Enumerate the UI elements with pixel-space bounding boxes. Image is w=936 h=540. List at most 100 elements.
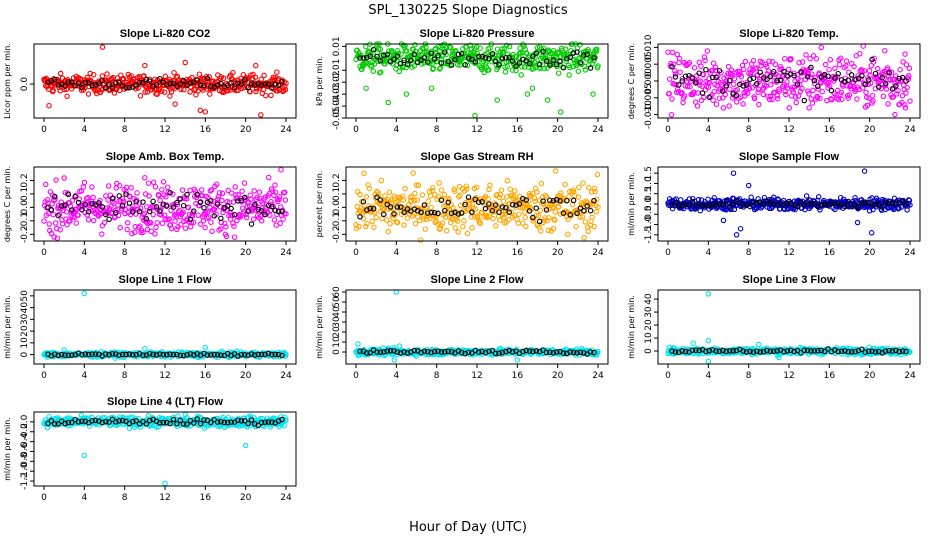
data-point-mean (825, 73, 831, 80)
data-point (866, 68, 873, 74)
data-point-outlier (565, 231, 571, 238)
data-point (231, 234, 238, 240)
data-point-mean (489, 207, 496, 214)
data-point (455, 229, 461, 235)
data-point-outlier (61, 347, 67, 353)
data-point-mean (374, 53, 380, 60)
data-point-mean (754, 200, 760, 206)
panel-ylabel: ml/min per min. (315, 295, 324, 359)
y-tick-label: -1.0 (644, 216, 654, 234)
data-point (698, 63, 704, 70)
data-point (523, 223, 529, 230)
data-point-mean (275, 351, 282, 358)
data-point (404, 215, 411, 221)
data-point (272, 189, 279, 195)
data-point (90, 71, 97, 78)
data-point (550, 204, 556, 210)
data-point-mean (82, 351, 89, 357)
data-point-mean (157, 75, 163, 82)
data-point (130, 203, 136, 210)
data-point-mean (425, 59, 431, 65)
data-point (680, 99, 686, 106)
data-point (832, 65, 838, 72)
data-point (468, 46, 475, 52)
data-point (807, 55, 813, 62)
data-point-mean (845, 348, 852, 355)
data-point (239, 188, 245, 194)
data-point (593, 209, 600, 215)
data-point-mean (52, 76, 58, 83)
data-point-mean (770, 68, 777, 75)
data-point-mean (469, 350, 475, 356)
data-point-mean (787, 347, 794, 354)
x-tick-label: 12 (471, 125, 482, 135)
data-point-outlier (472, 112, 478, 119)
data-point-mean (421, 202, 428, 208)
data-point (555, 70, 562, 76)
data-point-mean (381, 211, 387, 218)
data-point (90, 194, 96, 201)
data-point (134, 190, 140, 196)
data-point-mean (438, 197, 445, 203)
data-point (219, 88, 225, 95)
data-point (766, 58, 772, 64)
data-point (668, 60, 674, 67)
data-point (99, 73, 106, 79)
data-point (174, 226, 180, 233)
y-tick-label: 0.01 (332, 36, 342, 56)
data-point (543, 194, 550, 200)
data-point (713, 67, 719, 74)
data-point-mean (82, 79, 89, 86)
data-point (753, 65, 760, 71)
y-tick-label: 1.5 (644, 166, 654, 180)
data-point (803, 52, 809, 58)
data-point (738, 73, 745, 80)
data-point (414, 197, 420, 203)
data-point-mean (560, 210, 567, 216)
data-point (486, 67, 492, 73)
data-point-mean (486, 201, 492, 207)
data-point (477, 220, 483, 227)
data-point-mean (740, 202, 746, 208)
data-point (99, 231, 105, 237)
data-point (897, 66, 903, 73)
x-tick-label: 4 (705, 371, 711, 381)
data-point-mean (448, 349, 455, 355)
x-tick-label: 20 (240, 248, 252, 258)
data-point (709, 67, 716, 74)
data-point-mean (377, 197, 384, 203)
data-point-mean (106, 216, 112, 223)
data-point (580, 180, 586, 186)
data-point (686, 59, 693, 66)
data-point (443, 228, 450, 234)
data-point (167, 93, 173, 99)
data-point (839, 96, 845, 103)
data-points (41, 290, 289, 361)
data-point (423, 44, 429, 50)
data-point (446, 197, 452, 203)
data-point-mean (224, 203, 231, 209)
data-point-mean (699, 203, 706, 209)
data-point (145, 180, 152, 186)
data-point (198, 187, 205, 193)
data-point (53, 177, 59, 183)
x-tick-label: 20 (552, 371, 564, 381)
data-point-mean (693, 203, 699, 210)
x-tick-label: 8 (122, 125, 128, 135)
data-point-mean (859, 73, 865, 79)
data-point (512, 188, 518, 194)
data-point-mean (774, 348, 780, 354)
data-point-outlier (403, 91, 410, 97)
data-point-mean (709, 201, 716, 208)
data-point (803, 193, 810, 199)
data-point-mean (781, 68, 787, 75)
data-point-mean (516, 60, 523, 66)
x-tick-label: 20 (552, 125, 564, 135)
panel-ylabel: ml/min per min. (627, 172, 636, 236)
data-point (258, 218, 265, 224)
data-point-mean (462, 62, 468, 68)
data-point-mean (123, 191, 129, 197)
data-point-mean (740, 83, 746, 89)
data-point-mean (757, 200, 763, 206)
x-tick-label: 16 (512, 371, 524, 381)
